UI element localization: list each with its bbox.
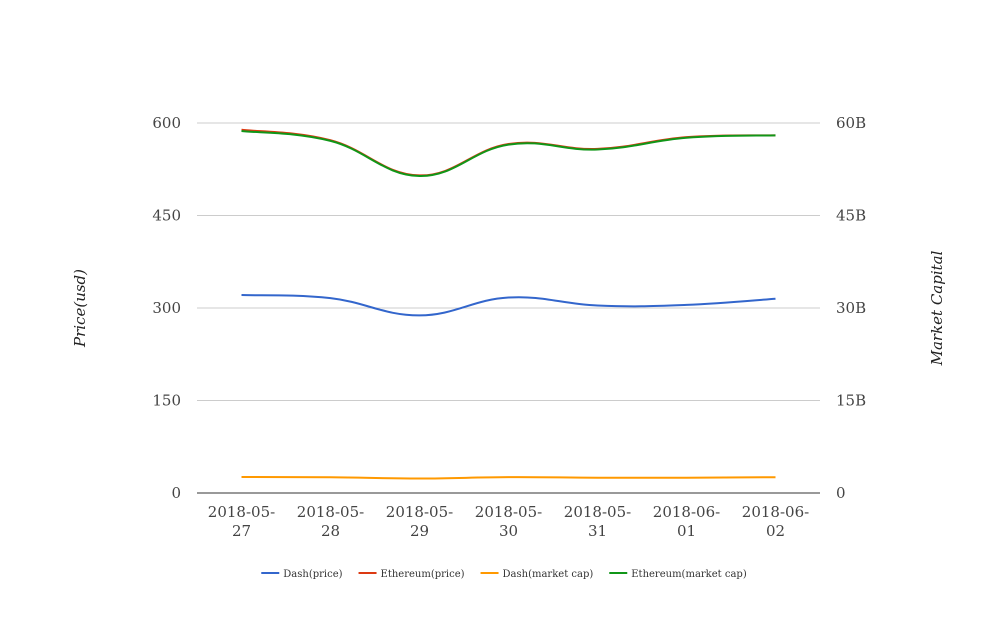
legend-item[interactable]: Ethereum(price): [358, 569, 465, 580]
legend-label: Ethereum(market cap): [631, 569, 747, 580]
series-line-dash-market-cap: [241, 475, 776, 480]
legend: Dash(price) Ethereum(price) Dash(market ca…: [261, 569, 747, 580]
x-tick-label: 2018-05-29: [386, 503, 453, 540]
x-tick-label: 2018-05-27: [208, 503, 275, 540]
legend-label: Ethereum(price): [381, 569, 465, 580]
y-right-tick-label: 60B: [836, 114, 866, 132]
gridlines: [197, 122, 820, 401]
legend-label: Dash(market cap): [503, 569, 594, 580]
y-right-tick-label: 0: [836, 484, 846, 502]
x-tick-label: 2018-06-02: [742, 503, 809, 540]
x-tick-label: 2018-05-28: [297, 503, 364, 540]
series-lines: [241, 128, 776, 480]
x-tick-label: 2018-06-01: [653, 503, 720, 540]
y-left-tick-label: 450: [152, 207, 181, 225]
y-left-tick-label: 0: [171, 484, 181, 502]
series-line-dash-price: [241, 294, 776, 317]
legend-label: Dash(price): [283, 569, 342, 580]
x-tick-label: 2018-05-30: [475, 503, 542, 540]
y-left-tick-label: 150: [152, 392, 181, 410]
legend-item[interactable]: Ethereum(market cap): [609, 569, 747, 580]
y-right-tick-label: 30B: [836, 299, 866, 317]
y-right-tick-label: 45B: [836, 207, 866, 225]
y-axis-right-title: Market Capital: [928, 250, 946, 366]
axes: 0 0 150 15B 300 30B 450 45B 600 60B 2018-05-27 2018…: [152, 114, 866, 540]
y-left-tick-label: 300: [152, 299, 181, 317]
legend-item[interactable]: Dash(market cap): [480, 569, 594, 580]
x-tick-label: 2018-05-31: [564, 503, 631, 540]
y-right-tick-label: 15B: [836, 392, 866, 410]
y-axis-left-title: Price(usd): [71, 269, 89, 348]
y-left-tick-label: 600: [152, 114, 181, 132]
legend-item[interactable]: Dash(price): [261, 569, 343, 580]
series-line-ethereum-market-cap: [241, 130, 776, 178]
